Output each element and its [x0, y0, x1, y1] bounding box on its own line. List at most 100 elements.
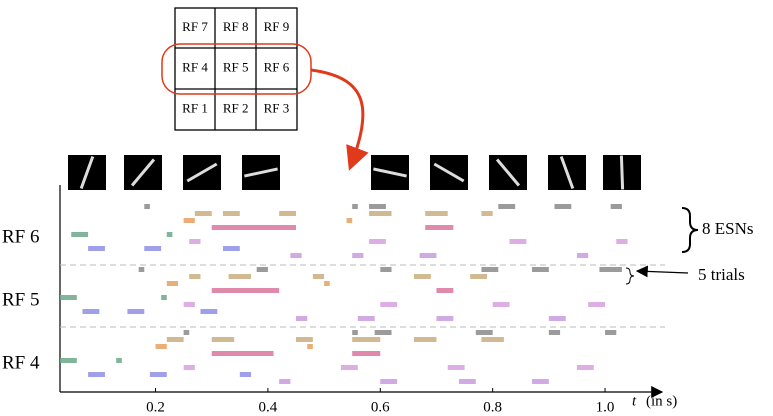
stimulus-bar: [373, 167, 407, 178]
spike-burst: [88, 372, 105, 377]
x-tick-label: 0.4: [259, 399, 278, 415]
spike-burst: [340, 365, 358, 370]
spike-burst: [414, 274, 431, 279]
brace: [681, 207, 699, 253]
spike-burst: [605, 330, 617, 335]
stimuli: [68, 155, 641, 190]
spike-burst: [228, 274, 252, 279]
spike-burst: [200, 309, 218, 314]
stimulus-bar: [619, 155, 625, 190]
spike-burst: [610, 204, 622, 209]
spike-burst: [380, 302, 398, 307]
spike-burst: [279, 211, 296, 216]
spike-burst: [166, 337, 184, 342]
rf-label: RF 6: [264, 60, 290, 75]
spike-burst: [352, 337, 381, 342]
x-label-unit: (in s): [646, 393, 677, 409]
spike-burst: [548, 316, 566, 321]
spike-burst: [509, 239, 527, 244]
rf-label: RF 9: [264, 19, 290, 34]
spike-burst: [436, 316, 454, 321]
rf-label: RF 3: [264, 100, 290, 115]
spike-burst: [532, 267, 549, 272]
spike-burst: [166, 281, 178, 286]
rf-label: RF 2: [223, 100, 249, 115]
spike-burst: [369, 211, 392, 216]
spike-burst: [88, 246, 105, 251]
spike-burst: [475, 330, 493, 335]
stimulus-bar: [79, 156, 95, 189]
spike-burst: [374, 330, 392, 335]
spike-burst: [447, 365, 465, 370]
stimulus-bar: [186, 162, 218, 183]
spike-burst: [127, 309, 145, 314]
stimulus-bar: [130, 158, 156, 187]
brace: [625, 267, 635, 285]
spike-burst: [166, 232, 173, 237]
spike-burst: [369, 204, 386, 209]
spike-burst: [576, 365, 594, 370]
spike-burst: [296, 316, 308, 321]
spike-burst: [183, 218, 195, 223]
spike-burst: [296, 337, 313, 342]
spike-burst: [324, 281, 330, 286]
spike-burst: [71, 232, 89, 237]
spike-burst: [554, 204, 572, 209]
spike-burst: [492, 302, 510, 307]
spike-burst: [290, 253, 302, 258]
stimulus-bar: [559, 156, 575, 189]
spike-burst: [380, 267, 392, 272]
spike-burst: [239, 372, 252, 377]
spike-burst: [161, 295, 167, 300]
spike-burst: [481, 211, 493, 216]
spike-burst: [149, 372, 167, 377]
rf-label: RF 8: [223, 19, 249, 34]
x-label-var: t: [632, 393, 637, 409]
rf-label: RF 7: [182, 19, 208, 34]
spike-burst: [194, 211, 212, 216]
spike-burst: [470, 274, 488, 279]
spike-burst: [458, 379, 476, 384]
annotation: 5 trials: [698, 265, 745, 284]
x-tick-label: 0.2: [146, 399, 165, 415]
annotation: 8 ESNs: [702, 219, 753, 238]
spike-burst: [481, 337, 504, 342]
stimulus-bar: [495, 158, 521, 187]
x-tick-label: 1.0: [596, 399, 615, 415]
spike-burst: [211, 337, 235, 342]
spike-burst: [498, 204, 516, 209]
spike-burst: [60, 295, 77, 300]
section-label: RF 4: [2, 352, 40, 373]
rf-grid: [161, 7, 369, 171]
spike-burst: [183, 302, 195, 307]
spike-burst: [425, 211, 448, 216]
spike-burst: [425, 225, 454, 230]
stimulus-bar: [433, 162, 465, 183]
spike-burst: [183, 330, 190, 335]
spike-burst: [211, 288, 280, 293]
arrow: [635, 265, 689, 278]
spike-burst: [369, 239, 386, 244]
spike-burst: [414, 337, 437, 342]
spike-burst: [548, 330, 561, 335]
spike-burst: [436, 288, 454, 293]
spike-burst: [588, 302, 606, 307]
rf-label: RF 4: [182, 60, 208, 75]
spike-burst: [352, 204, 358, 209]
spike-burst: [144, 246, 162, 251]
x-tick-label: 0.8: [483, 399, 502, 415]
spike-burst: [357, 316, 375, 321]
spike-burst: [155, 344, 167, 349]
section-label: RF 5: [2, 289, 40, 310]
x-tick-label: 0.6: [371, 399, 390, 415]
rf-label: RF 1: [182, 100, 208, 115]
spike-burst: [352, 351, 381, 356]
spike-burst: [419, 253, 437, 258]
spike-burst: [82, 309, 100, 314]
rf-label: RF 5: [223, 60, 249, 75]
spike-burst: [576, 253, 589, 258]
spike-burst: [144, 204, 150, 209]
section-label: RF 6: [2, 226, 40, 247]
spike-burst: [599, 267, 622, 272]
